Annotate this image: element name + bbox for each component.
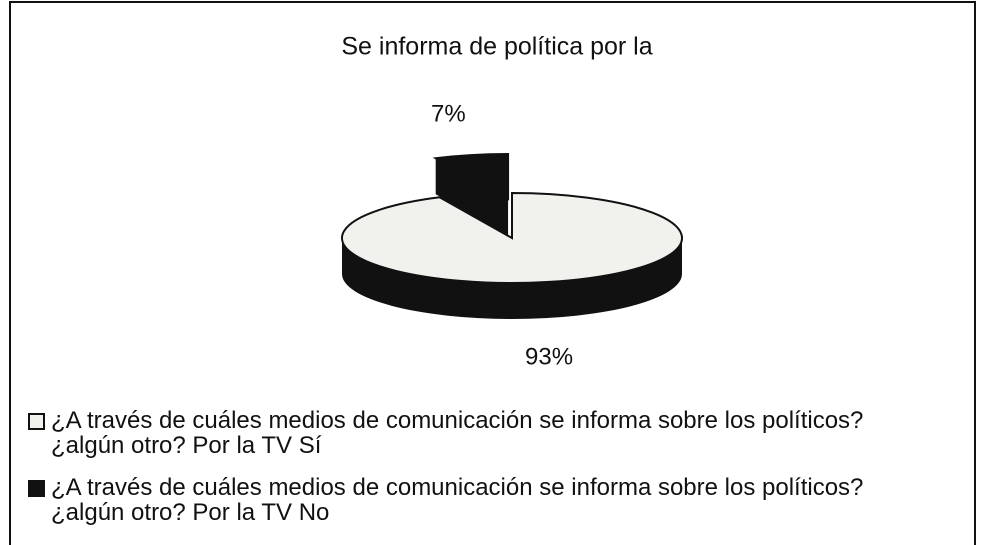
legend-swatch: [28, 480, 45, 497]
chart-frame: [9, 1, 976, 545]
legend-label: ¿A través de cuáles medios de comunicaci…: [51, 474, 864, 526]
pie-slice: [432, 152, 510, 201]
legend-item: ¿A través de cuáles medios de comunicaci…: [28, 475, 928, 525]
data-label: 7%: [431, 100, 466, 127]
pie-side: [342, 238, 682, 319]
data-label: 93%: [525, 343, 573, 370]
legend: ¿A través de cuáles medios de comunicaci…: [28, 408, 928, 542]
pie-slice: [341, 191, 683, 284]
legend-label: ¿A través de cuáles medios de comunicaci…: [51, 407, 864, 459]
legend-item: ¿A través de cuáles medios de comunicaci…: [28, 408, 928, 458]
chart-title: Se informa de política por la: [341, 33, 652, 61]
legend-swatch: [28, 413, 45, 430]
